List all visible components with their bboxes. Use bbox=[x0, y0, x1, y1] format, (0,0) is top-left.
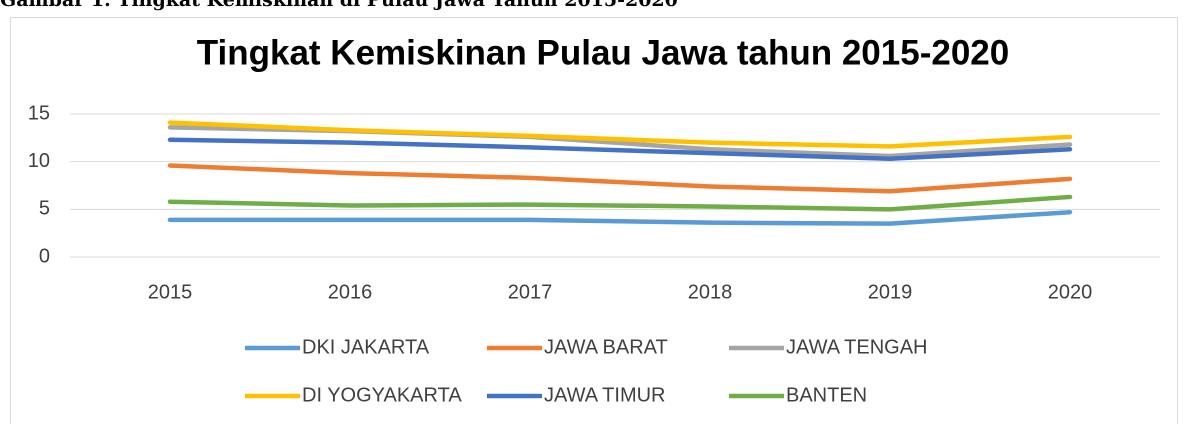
chart-title: Tingkat Kemiskinan Pulau Jawa tahun 2015… bbox=[197, 33, 1009, 72]
series-line bbox=[167, 163, 1073, 194]
legend-label: JAWA TIMUR bbox=[544, 384, 665, 406]
series-line bbox=[167, 209, 1073, 226]
legend-label: JAWA TENGAH bbox=[786, 336, 928, 358]
y-tick-label: 10 bbox=[28, 150, 50, 172]
legend-label: BANTEN bbox=[786, 384, 867, 406]
y-tick-label: 0 bbox=[39, 245, 50, 267]
caption: Gambar 1. Tingkat Kemiskinan di Pulau Ja… bbox=[0, 0, 678, 11]
legend-label: JAWA BARAT bbox=[544, 336, 668, 358]
legend-label: DI YOGYAKARTA bbox=[302, 384, 462, 406]
x-tick-label: 2017 bbox=[508, 281, 553, 303]
x-tick-label: 2020 bbox=[1048, 281, 1093, 303]
legend-label: DKI JAKARTA bbox=[302, 336, 430, 358]
x-tick-label: 2019 bbox=[868, 281, 913, 303]
x-tick-label: 2015 bbox=[148, 281, 193, 303]
y-tick-label: 15 bbox=[28, 102, 50, 124]
x-tick-label: 2018 bbox=[688, 281, 733, 303]
x-tick-label: 2016 bbox=[328, 281, 373, 303]
series-line bbox=[167, 194, 1073, 212]
series-line bbox=[167, 120, 1073, 149]
series-line bbox=[167, 137, 1073, 162]
y-tick-label: 5 bbox=[39, 198, 50, 220]
